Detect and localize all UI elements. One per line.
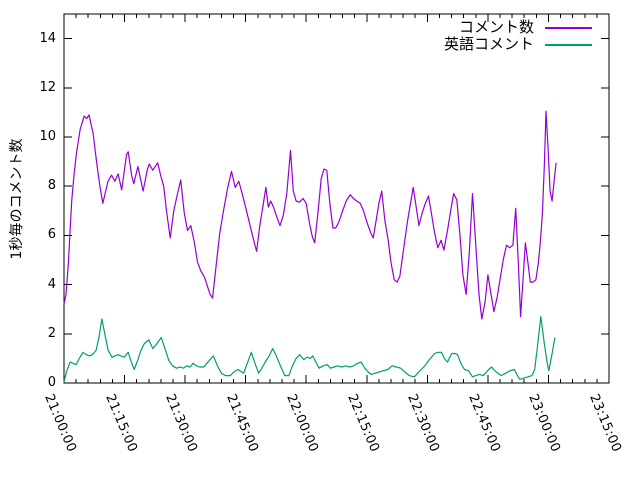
legend-label-comments: コメント数 bbox=[458, 18, 534, 36]
legend: コメント数 英語コメント bbox=[330, 19, 592, 53]
y-tick-label: 12 bbox=[39, 79, 56, 95]
legend-row-comments: コメント数 bbox=[330, 19, 592, 36]
legend-line-sample-comments bbox=[545, 26, 592, 29]
y-tick-label: 14 bbox=[39, 30, 56, 46]
legend-row-english-comments: 英語コメント bbox=[330, 36, 592, 53]
legend-label-english-comments: 英語コメント bbox=[443, 35, 534, 53]
legend-line-sample-english-comments bbox=[545, 43, 592, 46]
y-tick-label: 0 bbox=[47, 375, 56, 390]
y-tick-label: 4 bbox=[47, 276, 56, 292]
plot-border bbox=[63, 13, 610, 384]
y-tick-label: 6 bbox=[47, 227, 56, 243]
series-line-comments bbox=[63, 110, 557, 320]
y-tick-label: 8 bbox=[47, 178, 56, 194]
y-tick-label: 10 bbox=[39, 129, 56, 144]
series-line-english-comments bbox=[63, 316, 556, 382]
y-tick-label: 2 bbox=[47, 325, 56, 341]
